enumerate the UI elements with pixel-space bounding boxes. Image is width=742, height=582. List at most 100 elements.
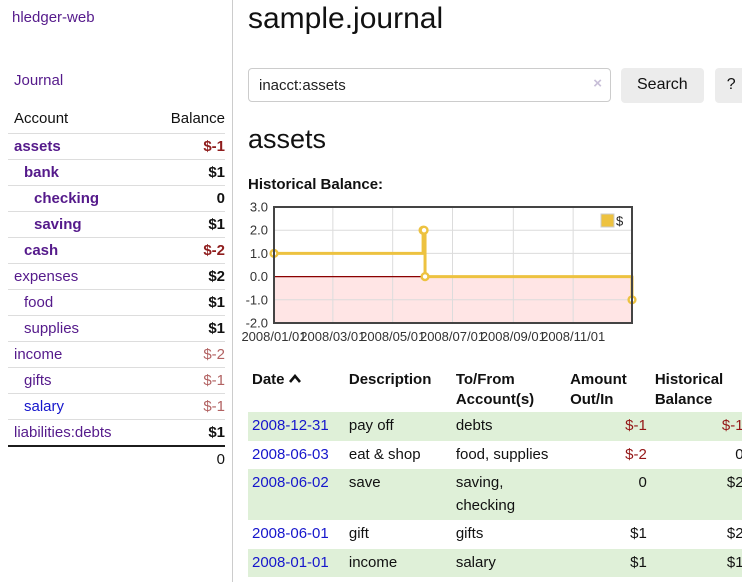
account-link[interactable]: cash — [24, 242, 59, 259]
transaction-description: gift — [348, 525, 369, 542]
register-row: 2008-06-03 eat & shop food, supplies $-2 0 — [248, 441, 742, 470]
account-balance: $-2 — [150, 341, 225, 368]
accounts-column-header: To/From Account(s) — [455, 370, 535, 408]
accounts-table: Account Balance assets $-1 bank $1 checking 0… — [8, 105, 225, 472]
transaction-amount: $1 — [630, 525, 647, 542]
transaction-accounts: debts — [455, 417, 493, 434]
account-balance: $1 — [150, 159, 225, 186]
brand-link[interactable]: hledger-web — [12, 9, 95, 26]
transaction-amount: $1 — [630, 553, 647, 571]
main-content: sample.journal × Search ? assets Histori… — [233, 0, 742, 582]
transaction-balance: $2 — [726, 525, 742, 542]
search-input[interactable] — [248, 68, 611, 102]
y-axis-tick-label: -1.0 — [246, 292, 268, 307]
account-link[interactable]: supplies — [24, 320, 80, 337]
help-button[interactable]: ? — [714, 67, 742, 103]
account-link[interactable]: assets — [14, 138, 61, 155]
description-column-header: Description — [348, 370, 432, 388]
x-axis-tick-label: 2008/11/01 — [541, 329, 605, 344]
transaction-description: eat & shop — [348, 445, 421, 463]
historical-balance-chart[interactable]: 3.0 2.0 1.0 0.0 -1.0 -2.02008/01/012008/03/01… — [240, 199, 640, 356]
accounts-total-row: 0 — [8, 445, 225, 472]
transaction-date-link[interactable]: 2008-06-02 — [252, 474, 329, 491]
account-column-header: Account — [14, 110, 69, 127]
transaction-description: income — [348, 553, 398, 571]
account-link[interactable]: liabilities:debts — [14, 424, 112, 441]
account-balance: 0 — [150, 185, 225, 212]
historical-balance-column-header: Historical Balance — [654, 370, 724, 408]
account-row: cash $-2 — [8, 237, 225, 264]
y-axis-tick-label: -2.0 — [246, 315, 268, 330]
plot-border — [273, 205, 633, 324]
legend-swatch — [600, 213, 615, 227]
register-row: 2008-12-31 pay off debts $-1 $-1 — [248, 412, 742, 441]
y-axis-tick-label: 1.0 — [250, 245, 268, 260]
account-row: supplies $1 — [8, 315, 225, 342]
account-row: checking 0 — [8, 185, 225, 212]
account-row: assets $-1 — [8, 133, 225, 160]
transaction-date-link[interactable]: 2008-01-01 — [252, 553, 329, 571]
accounts-table-body: assets $-1 bank $1 checking 0 saving $1 cash $-2 e… — [8, 133, 225, 446]
sidebar: hledger-web Journal Account Balance asse… — [0, 0, 233, 582]
data-point-marker — [420, 271, 430, 281]
search-button[interactable]: Search — [621, 67, 704, 103]
account-balance: $-1 — [150, 393, 225, 420]
x-axis-tick-label: 2008/09/01 — [481, 329, 546, 344]
account-balance: $-2 — [150, 237, 225, 264]
account-balance: $1 — [150, 315, 225, 342]
transaction-date-cell: 2008-06-02 — [248, 469, 345, 520]
account-link[interactable]: bank — [24, 164, 60, 181]
transaction-date-link[interactable]: 2008-06-01 — [252, 525, 329, 542]
transaction-balance: 0 — [735, 445, 742, 463]
register-table: Date Description To/From Account(s) Amou… — [248, 368, 742, 578]
transaction-balance: $-1 — [721, 417, 742, 434]
transaction-amount: $-2 — [625, 445, 647, 463]
y-axis-tick-label: 2.0 — [250, 222, 268, 237]
transaction-date-link[interactable]: 2008-12-31 — [252, 417, 329, 434]
account-row: salary $-1 — [8, 393, 225, 420]
accounts-table-header: Account Balance — [8, 105, 225, 134]
account-balance: $-1 — [150, 367, 225, 394]
x-axis-tick-label: 2008/03/01 — [300, 329, 365, 344]
account-balance: $1 — [150, 211, 225, 238]
transaction-amount: 0 — [638, 474, 647, 491]
transaction-amount: $-1 — [625, 417, 647, 434]
legend-label: $ — [616, 213, 624, 228]
account-row: saving $1 — [8, 211, 225, 238]
data-point-marker — [419, 225, 429, 235]
search-form: × Search ? — [248, 67, 742, 103]
transaction-date-cell: 2008-12-31 — [248, 412, 345, 441]
account-row: liabilities:debts $1 — [8, 419, 225, 446]
transaction-date-cell: 2008-01-01 — [248, 549, 345, 578]
account-row: bank $1 — [8, 159, 225, 186]
account-link[interactable]: salary — [24, 398, 65, 415]
page-title: sample.journal — [248, 2, 444, 35]
date-column-header[interactable]: Date — [248, 368, 345, 413]
accounts-total-value: 0 — [150, 445, 225, 472]
balance-column-header: Balance — [170, 110, 225, 127]
account-link[interactable]: checking — [34, 190, 100, 207]
transaction-description: pay off — [348, 417, 394, 434]
account-row: food $1 — [8, 289, 225, 316]
y-axis-tick-label: 3.0 — [250, 199, 268, 214]
transaction-balance: $1 — [726, 553, 742, 571]
transaction-accounts: saving, checking — [455, 474, 516, 514]
account-link[interactable]: expenses — [14, 268, 79, 285]
account-row: gifts $-1 — [8, 367, 225, 394]
register-row: 2008-01-01 income salary $1 $1 — [248, 548, 742, 578]
search-box: × — [248, 68, 611, 102]
account-link[interactable]: food — [24, 294, 54, 311]
transaction-description: save — [348, 474, 381, 491]
account-link[interactable]: saving — [34, 216, 82, 233]
account-heading: assets — [248, 123, 327, 154]
y-axis-tick-label: 0.0 — [250, 269, 268, 284]
account-link[interactable]: gifts — [24, 372, 52, 389]
account-balance: $1 — [150, 419, 225, 446]
transaction-date-cell: 2008-06-01 — [248, 520, 345, 549]
account-link[interactable]: income — [14, 346, 63, 363]
transaction-date-link[interactable]: 2008-06-03 — [252, 445, 329, 463]
register-row: 2008-06-02 save saving, checking 0 $2 — [248, 469, 742, 520]
clear-search-icon[interactable]: × — [593, 75, 602, 92]
sidebar-item-journal[interactable]: Journal — [14, 72, 64, 89]
